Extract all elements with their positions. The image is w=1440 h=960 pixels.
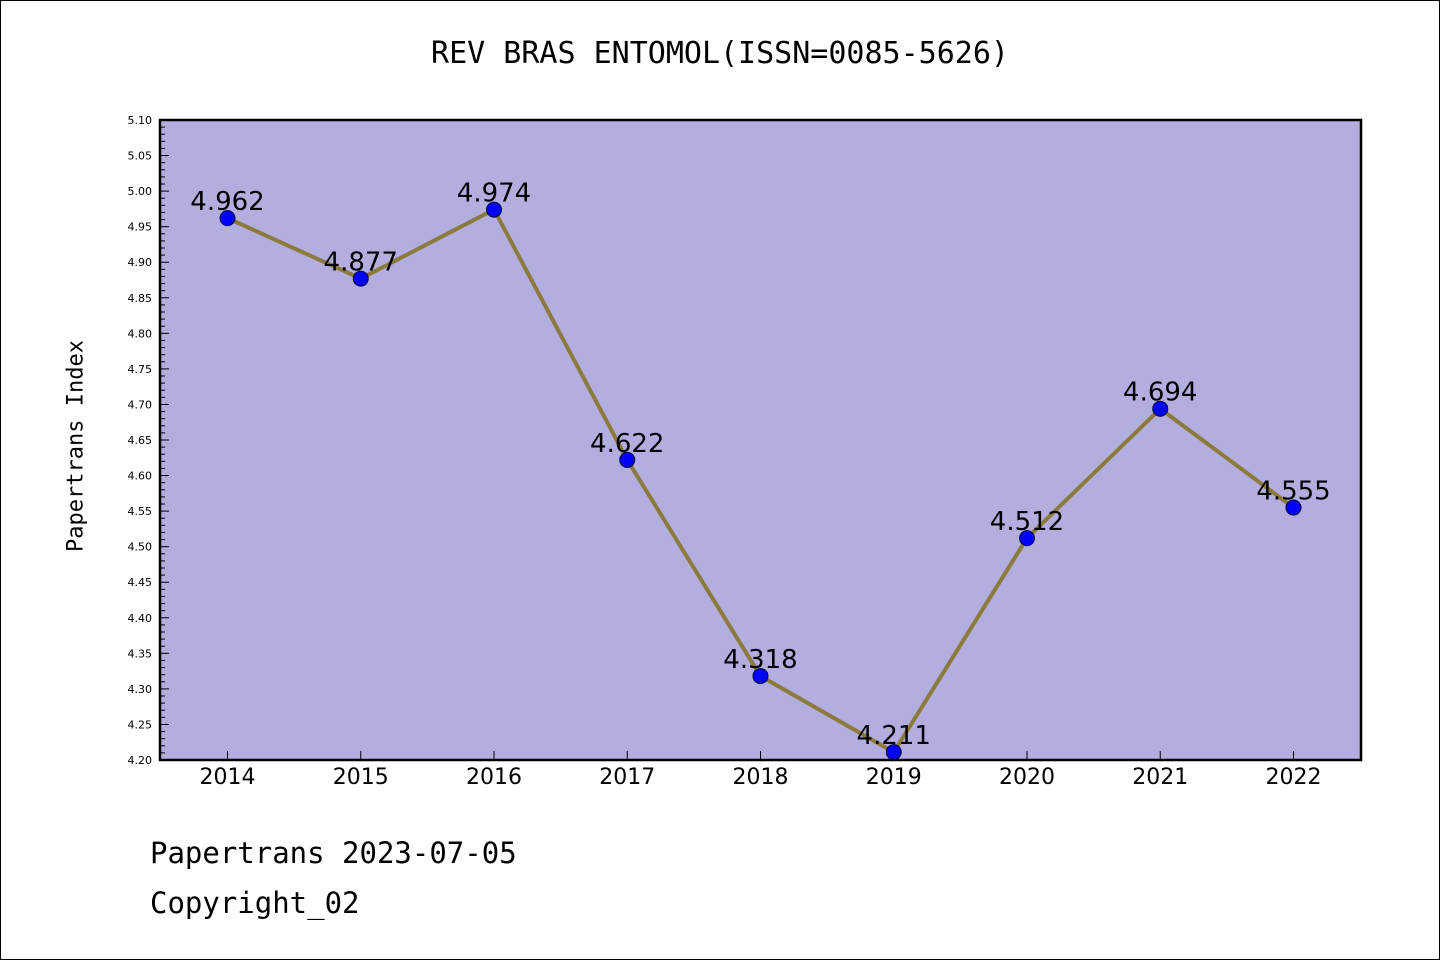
data-label: 4.974 (457, 179, 531, 209)
y-tick-label: 4.35 (128, 647, 153, 660)
data-label: 4.211 (857, 721, 931, 751)
plot-border (158, 118, 1363, 762)
y-tick-label: 4.80 (128, 327, 153, 340)
data-label: 4.555 (1256, 477, 1330, 507)
y-tick-label: 5.05 (128, 150, 153, 163)
y-tick-label: 4.75 (128, 363, 153, 376)
y-tick-label: 4.65 (128, 434, 153, 447)
data-point (1285, 499, 1302, 516)
x-tick-label: 2015 (333, 765, 389, 790)
data-label: 4.877 (324, 248, 398, 278)
data-point (1019, 530, 1035, 547)
data-point (1152, 400, 1169, 417)
data-label: 4.694 (1123, 378, 1197, 408)
y-tick-label: 4.90 (128, 256, 153, 269)
data-label: 4.962 (190, 187, 264, 217)
y-tick-label: 4.20 (128, 754, 153, 767)
data-point (752, 668, 769, 685)
y-tick-label: 5.10 (128, 114, 153, 127)
x-axis: 2014 2015 2016 2017 2018 2019 2020 2021 2022 (200, 751, 1322, 790)
data-label: 4.622 (590, 429, 664, 459)
data-point (486, 201, 502, 218)
data-label: 4.512 (990, 507, 1064, 537)
data-point (219, 210, 236, 227)
y-tick-label: 4.40 (128, 612, 153, 625)
x-tick-label: 2021 (1132, 765, 1188, 790)
y-tick-label: 5.00 (128, 185, 153, 198)
data-markers (219, 201, 1302, 761)
x-tick-label: 2016 (466, 765, 522, 790)
y-tick-label: 4.60 (128, 470, 153, 483)
footer-copyright: Copyright_02 (150, 886, 360, 920)
x-tick-label: 2022 (1266, 765, 1322, 790)
x-tick-label: 2020 (999, 765, 1055, 790)
y-tick-label: 4.30 (128, 683, 153, 696)
y-tick-label: 4.25 (128, 718, 153, 731)
y-tick-label: 4.50 (128, 541, 153, 554)
data-point (619, 451, 636, 468)
chart-title: REV BRAS ENTOMOL(ISSN=0085-5626) (431, 36, 1009, 71)
y-tick-label: 4.85 (128, 292, 153, 305)
x-tick-label: 2014 (200, 765, 256, 790)
y-axis: 4.20 4.25 4.30 4.35 4.40 4.45 4.50 4.55 4.60 4.65… (128, 114, 169, 767)
x-tick-label: 2017 (599, 765, 655, 790)
y-tick-label: 4.70 (128, 398, 153, 411)
data-labels: 4.962 4.877 4.974 4.622 4.318 4.211 4.512 4.694… (190, 179, 1330, 752)
x-tick-label: 2018 (733, 765, 789, 790)
data-point (352, 270, 369, 287)
footer-date: Papertrans 2023-07-05 (150, 836, 517, 870)
data-label: 4.318 (723, 645, 797, 675)
y-tick-label: 4.45 (128, 576, 153, 589)
x-tick-label: 2019 (866, 765, 922, 790)
y-tick-label: 4.55 (128, 505, 153, 518)
plot-area (160, 120, 1361, 760)
y-tick-label: 4.95 (128, 221, 153, 234)
